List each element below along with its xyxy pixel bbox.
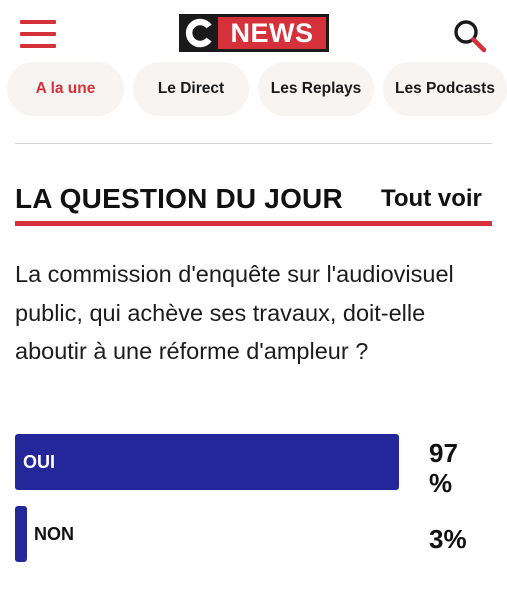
poll-bar-oui — [15, 434, 399, 490]
search-icon-glyph — [454, 20, 487, 53]
tab-le-direct[interactable]: Le Direct — [133, 62, 249, 116]
menu-bar-middle — [20, 32, 56, 36]
main-nav: A la une Le Direct Les Replays Les Podca… — [0, 62, 507, 118]
tab-les-replays[interactable]: Les Replays — [258, 62, 374, 116]
poll-option-oui-label: OUI — [23, 451, 56, 472]
tab-les-podcasts[interactable]: Les Podcasts — [383, 62, 507, 116]
poll-question: La commission d'enquête sur l'audiovisue… — [15, 261, 454, 364]
section-title: LA QUESTION DU JOUR — [15, 183, 343, 214]
poll-option-oui-percent: 97 % — [429, 438, 458, 498]
poll-option-non: NON 3% — [15, 506, 500, 562]
see-all-link[interactable]: Tout voir — [381, 185, 482, 212]
menu-bar-bottom — [20, 44, 56, 48]
app-header: NEWS — [0, 0, 507, 62]
poll-option-non-percent: 3% — [429, 524, 467, 554]
poll-option-non-label: NON — [34, 523, 74, 544]
logo-c-mark — [182, 17, 218, 49]
section-underline — [15, 221, 492, 226]
logo-news-text: NEWS — [218, 17, 326, 49]
search-icon[interactable] — [452, 18, 488, 54]
poll-option-oui: OUI 97 % — [15, 434, 500, 498]
poll-bar-non — [15, 506, 27, 562]
menu-bar-top — [20, 20, 56, 24]
hamburger-menu-icon[interactable] — [20, 20, 56, 48]
cnews-logo[interactable]: NEWS — [179, 14, 329, 52]
poll-option-non-button[interactable]: NON — [15, 506, 411, 562]
poll-option-oui-button[interactable]: OUI — [15, 434, 411, 490]
nav-divider — [15, 143, 492, 144]
tab-a-la-une[interactable]: A la une — [7, 62, 124, 116]
logo-c-icon — [185, 18, 212, 48]
